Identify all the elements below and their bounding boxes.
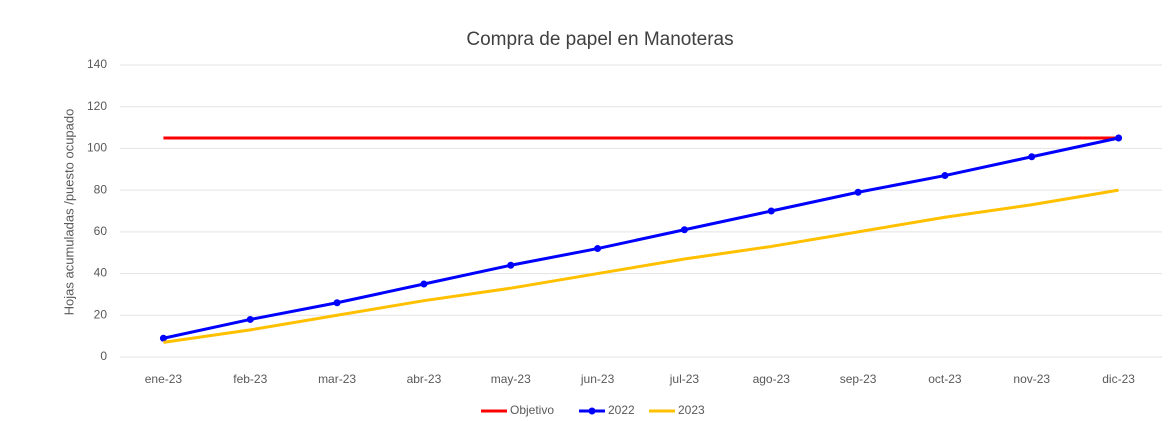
point-marker: [420, 280, 428, 288]
y-tick-label: 60: [94, 224, 108, 238]
point-marker: [1115, 134, 1123, 142]
x-tick-label: abr-23: [407, 372, 442, 386]
x-tick-label: mar-23: [318, 372, 356, 386]
series-line: [163, 188, 1119, 344]
x-tick-label: oct-23: [928, 372, 962, 386]
y-tick-label: 20: [94, 307, 108, 321]
y-tick-label: 0: [100, 349, 107, 363]
point-marker: [159, 334, 167, 342]
legend-label: Objetivo: [510, 403, 554, 417]
point-marker: [854, 188, 862, 196]
y-tick-label: 120: [87, 99, 107, 113]
point-marker: [1028, 153, 1036, 161]
x-tick-label: ene-23: [145, 372, 183, 386]
x-tick-label: nov-23: [1013, 372, 1050, 386]
point-marker: [333, 299, 341, 307]
series-line: [163, 136, 1119, 340]
y-axis-label: Hojas acumuladas /puesto ocupado: [61, 109, 76, 316]
point-marker: [767, 207, 775, 215]
x-tick-label: dic-23: [1102, 372, 1135, 386]
y-tick-label: 80: [94, 182, 108, 196]
legend-label: 2022: [608, 403, 635, 417]
legend-marker: [588, 407, 596, 415]
y-tick-label: 140: [87, 57, 107, 71]
x-tick-label: jul-23: [669, 372, 700, 386]
x-tick-label: jun-23: [580, 372, 615, 386]
x-tick-label: may-23: [491, 372, 531, 386]
point-marker: [246, 315, 254, 323]
point-marker: [594, 245, 602, 253]
x-tick-label: feb-23: [233, 372, 267, 386]
chart-title: Compra de papel en Manoteras: [466, 29, 733, 50]
point-marker: [941, 172, 949, 180]
y-tick-label: 100: [87, 141, 107, 155]
x-tick-label: ago-23: [753, 372, 791, 386]
point-marker: [680, 226, 688, 234]
legend-label: 2023: [678, 403, 705, 417]
x-tick-label: sep-23: [840, 372, 877, 386]
point-marker: [507, 261, 515, 269]
y-tick-label: 40: [94, 266, 108, 280]
